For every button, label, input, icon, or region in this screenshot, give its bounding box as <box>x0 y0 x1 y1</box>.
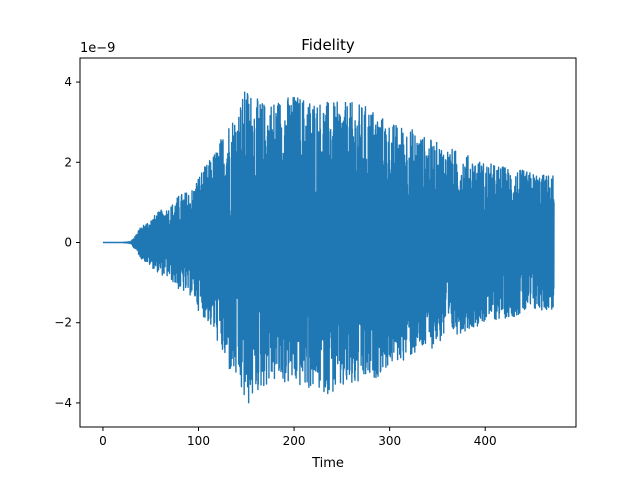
y-offset-label: 1e−9 <box>80 41 115 56</box>
y-tick-label: 0 <box>64 236 72 250</box>
x-tick-label: 200 <box>283 434 306 448</box>
x-tick-label: 100 <box>187 434 210 448</box>
x-tick-label: 300 <box>378 434 401 448</box>
y-tick-label: 4 <box>64 75 72 89</box>
y-tick-label: −2 <box>54 316 72 330</box>
y-tick-label: 2 <box>64 155 72 169</box>
chart-title: Fidelity <box>301 36 355 54</box>
fidelity-series-line <box>102 91 555 404</box>
x-axis-label: Time <box>311 456 344 471</box>
x-tick-label: 400 <box>474 434 497 448</box>
y-tick-label: −4 <box>54 396 72 410</box>
x-tick-label: 0 <box>99 434 107 448</box>
